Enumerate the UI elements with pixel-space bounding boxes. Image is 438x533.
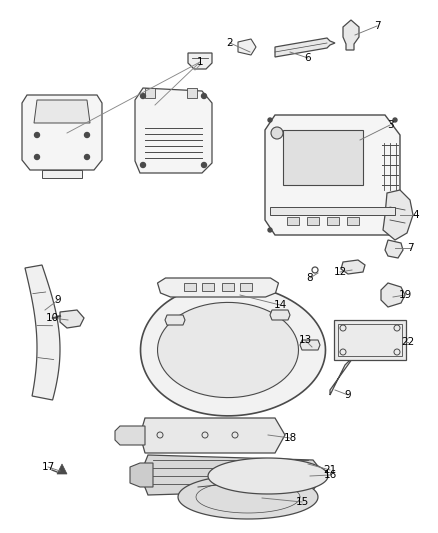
Polygon shape xyxy=(287,217,299,225)
Circle shape xyxy=(141,163,145,167)
Polygon shape xyxy=(334,320,406,360)
Polygon shape xyxy=(238,39,256,55)
Text: 15: 15 xyxy=(295,497,309,507)
Polygon shape xyxy=(158,278,279,297)
Text: 7: 7 xyxy=(374,21,380,31)
Polygon shape xyxy=(208,458,328,494)
Polygon shape xyxy=(347,217,359,225)
Circle shape xyxy=(268,118,272,122)
Circle shape xyxy=(271,127,283,139)
Text: 9: 9 xyxy=(345,390,351,400)
Polygon shape xyxy=(383,190,413,240)
Circle shape xyxy=(141,93,145,99)
Polygon shape xyxy=(25,265,60,400)
Polygon shape xyxy=(381,283,405,307)
Text: 17: 17 xyxy=(41,462,55,472)
Text: 9: 9 xyxy=(55,295,61,305)
Text: 21: 21 xyxy=(323,465,337,475)
Text: 10: 10 xyxy=(46,313,59,323)
Polygon shape xyxy=(187,88,197,98)
Polygon shape xyxy=(140,418,285,453)
Polygon shape xyxy=(385,240,403,258)
Text: 2: 2 xyxy=(227,38,233,48)
Polygon shape xyxy=(307,217,319,225)
Polygon shape xyxy=(283,130,363,185)
Polygon shape xyxy=(165,315,185,325)
Polygon shape xyxy=(158,302,299,398)
Text: 16: 16 xyxy=(323,470,337,480)
Text: 4: 4 xyxy=(413,210,419,220)
Circle shape xyxy=(201,93,206,99)
Polygon shape xyxy=(300,340,320,350)
Polygon shape xyxy=(57,464,67,474)
Polygon shape xyxy=(330,355,355,395)
Polygon shape xyxy=(140,455,325,495)
Polygon shape xyxy=(42,170,82,178)
Text: 7: 7 xyxy=(407,243,413,253)
Circle shape xyxy=(201,163,206,167)
Polygon shape xyxy=(135,88,212,173)
Polygon shape xyxy=(240,283,252,291)
Text: 6: 6 xyxy=(305,53,311,63)
Polygon shape xyxy=(178,475,318,519)
Circle shape xyxy=(35,133,39,138)
Text: 12: 12 xyxy=(333,267,346,277)
Text: 19: 19 xyxy=(399,290,412,300)
Circle shape xyxy=(85,133,89,138)
Circle shape xyxy=(35,155,39,159)
Polygon shape xyxy=(34,100,90,123)
Text: 8: 8 xyxy=(307,273,313,283)
Circle shape xyxy=(85,155,89,159)
Text: 18: 18 xyxy=(283,433,297,443)
Polygon shape xyxy=(184,283,196,291)
Polygon shape xyxy=(222,283,234,291)
Circle shape xyxy=(268,228,272,232)
Text: 3: 3 xyxy=(387,120,393,130)
Polygon shape xyxy=(130,463,153,487)
Text: 22: 22 xyxy=(401,337,415,347)
Polygon shape xyxy=(265,115,400,235)
Polygon shape xyxy=(141,284,325,416)
Polygon shape xyxy=(270,207,395,215)
Polygon shape xyxy=(327,217,339,225)
Polygon shape xyxy=(60,310,84,328)
Polygon shape xyxy=(270,310,290,320)
Polygon shape xyxy=(115,426,145,445)
Text: 13: 13 xyxy=(298,335,311,345)
Circle shape xyxy=(393,118,397,122)
Polygon shape xyxy=(343,20,359,50)
Polygon shape xyxy=(145,88,155,98)
Polygon shape xyxy=(341,260,365,274)
Text: 14: 14 xyxy=(273,300,286,310)
Polygon shape xyxy=(22,95,102,170)
Polygon shape xyxy=(275,38,335,57)
Text: 1: 1 xyxy=(197,57,203,67)
Polygon shape xyxy=(202,283,214,291)
Polygon shape xyxy=(188,53,212,69)
